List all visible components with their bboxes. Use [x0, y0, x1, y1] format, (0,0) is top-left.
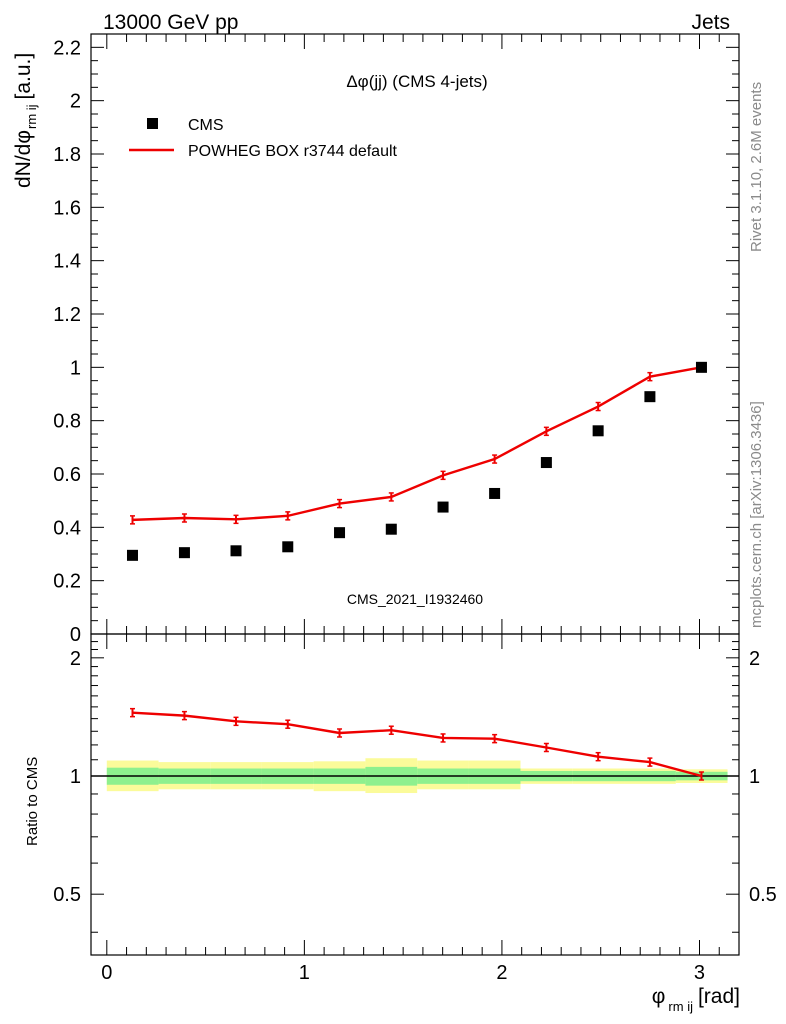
main-y-label: dN/dφrm ij [a.u.]	[12, 53, 39, 188]
y-tick-label: 0.4	[53, 517, 81, 539]
x-axis-label-sub: rm ij	[668, 999, 693, 1014]
x-axis-label-main: φ	[652, 985, 666, 1008]
cms-data-point	[385, 523, 397, 535]
cms-data-point	[178, 547, 190, 559]
y-tick-label: 1.6	[53, 197, 81, 219]
legend: CMS POWHEG BOX r3744 default	[129, 117, 398, 160]
ratio-y-tick-label: 0.5	[53, 884, 81, 906]
cms-data-point	[489, 487, 501, 499]
cms-data-point	[334, 527, 346, 539]
header-right: Jets	[691, 11, 730, 34]
legend-label-cms: CMS	[188, 117, 224, 134]
powheg-line	[132, 366, 702, 522]
y-tick-label: 0.2	[53, 571, 81, 593]
analysis-id: CMS_2021_I1932460	[347, 591, 483, 607]
y-tick-label: 0.6	[53, 464, 81, 486]
ratio-y-tick-label: 1	[70, 766, 81, 788]
mcplots-note: mcplots.cern.ch [arXiv:1306.3436]	[748, 401, 765, 628]
cms-data-point	[644, 391, 656, 403]
legend-label-powheg: POWHEG BOX r3744 default	[188, 143, 398, 160]
legend-marker-cms	[147, 118, 158, 129]
main-title: Δφ(jj) (CMS 4-jets)	[346, 72, 487, 91]
main-panel: 0 0.2 0.4 0.6 0.8 1 1.2 1.4 1.6 1.8 2 2.2 Δφ(jj) (C…	[12, 33, 740, 646]
cms-data-point	[695, 361, 707, 373]
y-tick-label: 1.8	[53, 144, 81, 166]
ratio-y-tick-label-right: 2	[749, 648, 760, 670]
ratio-y-tick-label: 2	[70, 648, 81, 670]
cms-data-point	[540, 457, 552, 469]
y-tick-label: 2.2	[53, 37, 81, 59]
cms-data-point	[230, 545, 242, 557]
y-tick-label: 1.2	[53, 304, 81, 326]
y-tick-label: 2	[70, 91, 81, 113]
header-left: 13000 GeV pp	[103, 11, 238, 34]
ratio-panel-frame	[90, 633, 740, 956]
y-tick-label: 0	[70, 624, 81, 646]
y-tick-label: 1.4	[53, 251, 81, 273]
cms-data-point	[592, 425, 604, 437]
ratio-y-label: Ratio to CMS	[24, 757, 41, 846]
x-axis-label: φ rm ij [rad]	[652, 985, 740, 1014]
x-tick-label: 3	[694, 962, 705, 984]
ratio-y-tick-label-right: 0.5	[749, 884, 777, 906]
main-y-label-sub: rm ij	[24, 104, 39, 129]
x-axis-label-unit: [rad]	[698, 985, 740, 1008]
y-tick-label: 1	[70, 357, 81, 379]
x-tick-label: 1	[299, 962, 310, 984]
x-tick-label: 2	[496, 962, 507, 984]
main-y-label-unit: [a.u.]	[12, 53, 35, 100]
ratio-y-tick-label-right: 1	[749, 766, 760, 788]
cms-data-point	[437, 501, 449, 513]
x-tick-label: 0	[101, 962, 112, 984]
cms-data-point	[126, 549, 138, 561]
rivet-note: Rivet 3.1.10, 2.6M events	[748, 82, 765, 252]
ratio-powheg-line	[132, 711, 702, 778]
y-tick-label: 0.8	[53, 411, 81, 433]
cms-data-point	[282, 541, 294, 553]
main-y-label-main: dN/dφ	[12, 130, 35, 188]
ratio-panel: 0.5 0.5 1 1 2 2 0 1 2 3 Ratio to CMS φ rm ij [rad]	[24, 633, 777, 1014]
